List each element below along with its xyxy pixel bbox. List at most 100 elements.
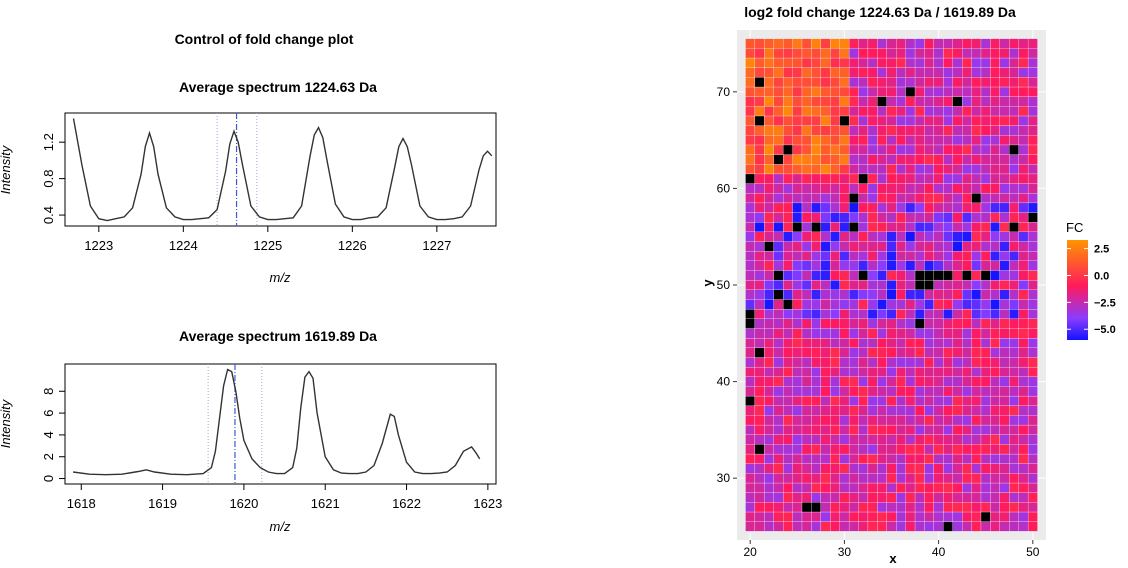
heatmap-cell (1009, 318, 1019, 329)
heatmap-cell (886, 299, 897, 310)
heatmap-cell (773, 299, 784, 310)
heatmap-cell (848, 77, 859, 88)
heatmap-cell (933, 357, 944, 368)
heatmap-cell (971, 260, 982, 271)
heatmap-cell (830, 270, 840, 281)
heatmap-cell (962, 260, 972, 271)
heatmap-cell (999, 453, 1010, 464)
heatmap-cell (848, 434, 859, 445)
heatmap-cell (745, 492, 756, 503)
heatmap-cell (924, 502, 935, 513)
heatmap-cell (971, 86, 982, 97)
heatmap-cell (896, 115, 906, 126)
heatmap-cell (1009, 270, 1019, 281)
heatmap-cell (867, 338, 878, 348)
heatmap-cell (773, 463, 784, 474)
heatmap-cell (886, 463, 897, 474)
heatmap-cell (783, 193, 793, 204)
heatmap-cell (905, 251, 916, 261)
heatmap-cell (867, 395, 878, 406)
heatmap-cell (886, 251, 897, 261)
heatmap-cell (764, 444, 774, 455)
heatmap-cell (811, 125, 821, 136)
heatmap-cell (933, 366, 944, 377)
heatmap-cell (754, 77, 765, 88)
heatmap-cell (801, 241, 812, 252)
heatmap-cell (764, 193, 774, 204)
heatmap-cell (877, 135, 887, 146)
heatmap-cell (745, 251, 756, 261)
heatmap-cell (962, 48, 972, 59)
heatmap-cell (1018, 405, 1029, 416)
heatmap-cell (1027, 318, 1038, 329)
heatmap-cell (990, 125, 1000, 136)
heatmap-cell (980, 173, 991, 184)
heatmap-cell (764, 463, 774, 474)
heatmap-cell (943, 193, 953, 204)
heatmap-cell (924, 270, 935, 281)
heatmap-cell (943, 164, 953, 175)
heatmap-cell (773, 473, 784, 484)
heatmap-cell (933, 482, 944, 493)
heatmap-cell (933, 338, 944, 348)
heatmap-cell (962, 115, 972, 126)
heatmap-cell (1027, 366, 1038, 377)
heatmap-cell (773, 115, 784, 126)
y-tick-label: 70 (717, 85, 731, 99)
heatmap-cell (811, 318, 821, 329)
heatmap-cell (820, 96, 831, 107)
heatmap-cell (1018, 260, 1029, 271)
heatmap-cell (933, 521, 944, 532)
heatmap-cell (764, 328, 774, 339)
heatmap-cell (745, 328, 756, 339)
heatmap-cell (886, 77, 897, 88)
heatmap-cell (773, 357, 784, 368)
heatmap-cell (971, 280, 982, 290)
heatmap-cell (886, 347, 897, 358)
heatmap-cell (811, 251, 821, 261)
heatmap-cell (783, 357, 793, 368)
heatmap-cell (745, 202, 756, 213)
heatmap-cell (764, 395, 774, 406)
heatmap-cell (924, 511, 935, 522)
heatmap-cell (745, 115, 756, 126)
heatmap-cell (811, 115, 821, 126)
heatmap-cell (858, 77, 869, 88)
heatmap-cell (962, 67, 972, 78)
heatmap-cell (877, 318, 887, 329)
heatmap-cell (905, 318, 916, 329)
heatmap-cell (933, 511, 944, 522)
heatmap-cell (858, 492, 869, 503)
heatmap-cell (1009, 96, 1019, 107)
heatmap-cell (783, 318, 793, 329)
heatmap-cell (811, 453, 821, 464)
heatmap-cell (783, 395, 793, 406)
heatmap-cell (999, 183, 1010, 194)
heatmap-cell (971, 144, 982, 155)
heatmap-cell (990, 473, 1000, 484)
heatmap-cell (754, 183, 765, 194)
heatmap-cell (792, 67, 803, 78)
heatmap-cell (943, 48, 953, 59)
heatmap-cell (943, 202, 953, 213)
heatmap-cell (858, 154, 869, 165)
heatmap-cell (990, 212, 1000, 223)
heatmap-cell (971, 473, 982, 484)
heatmap-cell (830, 38, 840, 49)
heatmap-cell (933, 260, 944, 271)
heatmap-cell (1018, 473, 1029, 484)
heatmap-cell (783, 202, 793, 213)
heatmap-cell (1018, 222, 1029, 233)
heatmap-cell (754, 231, 765, 242)
heatmap-cell (754, 193, 765, 204)
heatmap-cell (745, 424, 756, 435)
heatmap-cell (783, 144, 793, 155)
heatmap-cell (990, 183, 1000, 194)
heatmap-cell (848, 125, 859, 136)
heatmap-cell (830, 473, 840, 484)
heatmap-cell (1027, 57, 1038, 68)
heatmap-cell (820, 260, 831, 271)
heatmap-cell (848, 502, 859, 513)
heatmap-cell (980, 482, 991, 493)
heatmap-cell (924, 299, 935, 310)
